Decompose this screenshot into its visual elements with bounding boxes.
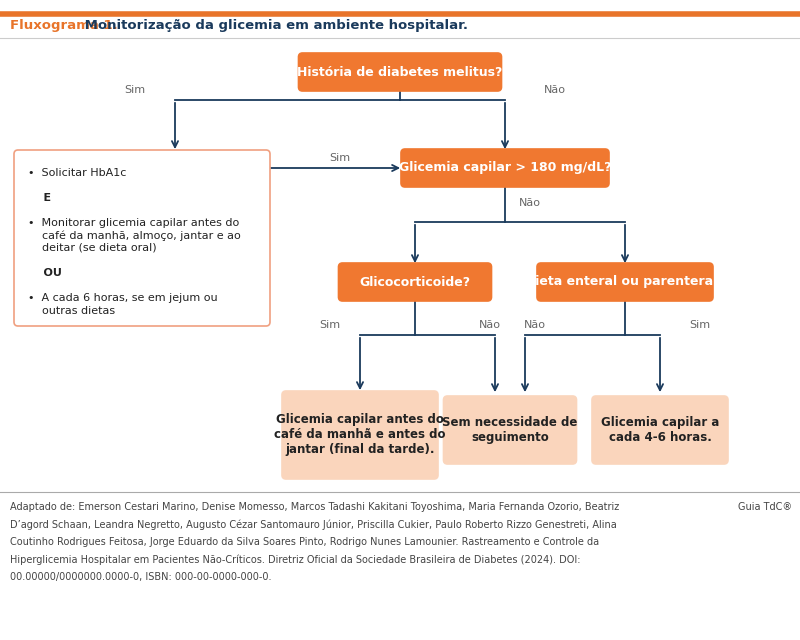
FancyBboxPatch shape (401, 149, 609, 187)
Text: Glicemia capilar a
cada 4-6 horas.: Glicemia capilar a cada 4-6 horas. (601, 416, 719, 444)
Text: Glicemia capilar > 180 mg/dL?: Glicemia capilar > 180 mg/dL? (398, 161, 611, 175)
Text: •  Solicitar HbA1c: • Solicitar HbA1c (28, 168, 126, 178)
FancyBboxPatch shape (338, 263, 491, 301)
FancyBboxPatch shape (14, 150, 270, 326)
Text: •  Monitorar glicemia capilar antes do: • Monitorar glicemia capilar antes do (28, 218, 239, 228)
Text: 00.00000/0000000.0000-0, ISBN: 000-00-0000-000-0.: 00.00000/0000000.0000-0, ISBN: 000-00-00… (10, 572, 271, 582)
Text: OU: OU (28, 268, 62, 278)
Text: deitar (se dieta oral): deitar (se dieta oral) (28, 243, 157, 253)
Text: café da manhã, almoço, jantar e ao: café da manhã, almoço, jantar e ao (28, 230, 241, 241)
Text: Guia TdC®: Guia TdC® (738, 502, 792, 512)
FancyBboxPatch shape (298, 53, 502, 91)
Text: Não: Não (519, 198, 541, 207)
Text: Monitorização da glicemia em ambiente hospitalar.: Monitorização da glicemia em ambiente ho… (80, 19, 468, 33)
Text: Coutinho Rodrigues Feitosa, Jorge Eduardo da Silva Soares Pinto, Rodrigo Nunes L: Coutinho Rodrigues Feitosa, Jorge Eduard… (10, 537, 599, 547)
Text: Não: Não (544, 85, 566, 95)
Text: Fluxograma 1.: Fluxograma 1. (10, 19, 118, 33)
FancyBboxPatch shape (537, 263, 713, 301)
Text: História de diabetes melitus?: História de diabetes melitus? (298, 65, 502, 79)
Text: Adaptado de: Emerson Cestari Marino, Denise Momesso, Marcos Tadashi Kakitani Toy: Adaptado de: Emerson Cestari Marino, Den… (10, 502, 619, 512)
Text: Sim: Sim (319, 320, 341, 330)
Text: Sim: Sim (690, 320, 710, 330)
Text: E: E (28, 193, 51, 203)
Text: Glicemia capilar antes do
café da manhã e antes do
jantar (final da tarde).: Glicemia capilar antes do café da manhã … (274, 413, 446, 456)
Text: Hiperglicemia Hospitalar em Pacientes Não-Críticos. Diretriz Oficial da Sociedad: Hiperglicemia Hospitalar em Pacientes Nã… (10, 554, 581, 565)
FancyBboxPatch shape (282, 391, 438, 479)
FancyBboxPatch shape (443, 396, 577, 464)
Text: •  A cada 6 horas, se em jejum ou: • A cada 6 horas, se em jejum ou (28, 293, 218, 303)
Text: outras dietas: outras dietas (28, 305, 115, 316)
Text: Não: Não (479, 320, 501, 330)
Text: Não: Não (524, 320, 546, 330)
Text: D’agord Schaan, Leandra Negretto, Augusto Cézar Santomauro Júnior, Priscilla Cuk: D’agord Schaan, Leandra Negretto, August… (10, 520, 617, 530)
FancyBboxPatch shape (592, 396, 728, 464)
Text: Dieta enteral ou parenteral?: Dieta enteral ou parenteral? (525, 275, 725, 289)
Text: Sem necessidade de
seguimento: Sem necessidade de seguimento (442, 416, 578, 444)
Text: Sim: Sim (125, 85, 146, 95)
Text: Sim: Sim (330, 153, 350, 163)
Text: Glicocorticoide?: Glicocorticoide? (359, 275, 470, 289)
